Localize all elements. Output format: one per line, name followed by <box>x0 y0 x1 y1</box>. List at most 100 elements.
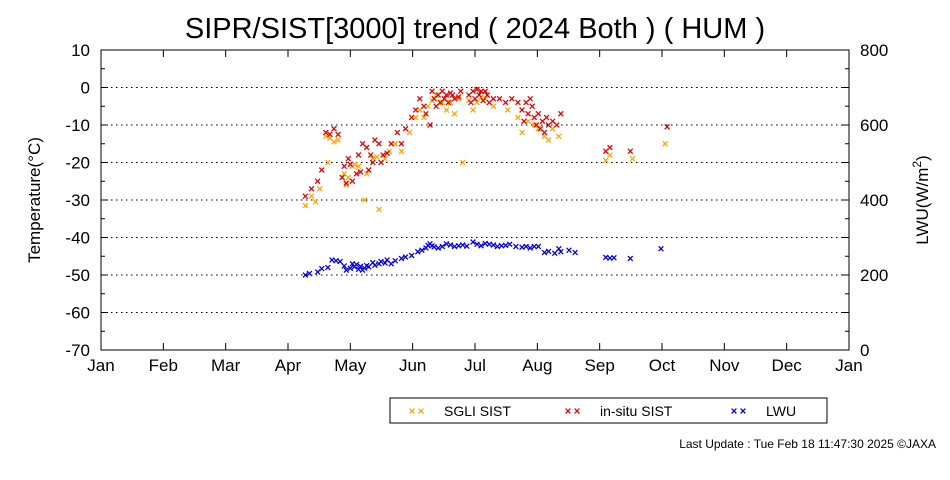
data-point <box>324 264 331 271</box>
legend-label: in-situ SIST <box>600 403 673 419</box>
data-point <box>443 107 450 113</box>
data-point <box>431 244 437 250</box>
data-point <box>363 144 370 151</box>
data-point <box>513 243 519 250</box>
data-point <box>388 260 395 267</box>
data-point <box>478 242 484 249</box>
data-point <box>355 266 362 273</box>
data-point <box>490 242 497 248</box>
data-point <box>349 178 356 185</box>
y2-tick-label: 200 <box>860 266 888 285</box>
legend-marker <box>418 408 424 414</box>
data-point <box>408 252 415 259</box>
data-point <box>459 242 466 248</box>
data-point <box>384 150 390 156</box>
data-point <box>349 260 356 267</box>
grid-lines <box>101 87 849 313</box>
data-point <box>380 152 386 158</box>
data-point <box>525 110 531 117</box>
x-tick-label: Jan <box>835 356 862 375</box>
data-point <box>335 131 341 138</box>
data-point <box>602 157 609 164</box>
data-point <box>427 122 433 128</box>
data-point <box>474 86 480 93</box>
data-point <box>545 248 552 255</box>
x-tick-label: Jun <box>399 356 426 375</box>
data-point <box>504 107 511 113</box>
data-point <box>627 148 634 155</box>
data-point <box>658 245 664 252</box>
data-point <box>519 107 525 113</box>
data-point <box>572 249 579 256</box>
data-point <box>474 241 480 248</box>
data-point <box>627 255 634 262</box>
data-point <box>629 155 636 162</box>
x-tick-label: Oct <box>649 356 676 375</box>
y2-tick-label: 600 <box>860 116 888 135</box>
data-point <box>408 114 415 121</box>
data-point <box>324 159 331 166</box>
data-point <box>535 110 542 117</box>
data-point <box>515 99 521 106</box>
data-point <box>490 95 497 102</box>
data-point <box>322 129 329 136</box>
y-tick-label: -70 <box>65 341 90 360</box>
legend-label: SGLI SIST <box>444 403 511 419</box>
data-point <box>378 258 384 265</box>
data-point <box>333 257 339 264</box>
data-point <box>482 88 489 95</box>
data-point <box>474 99 480 106</box>
data-point <box>363 170 370 177</box>
data-point <box>541 129 548 136</box>
data-point <box>339 174 346 181</box>
data-point <box>353 261 360 268</box>
y-tick-label: -20 <box>65 154 90 173</box>
data-point <box>327 131 333 138</box>
axes: 100-10-20-30-40-50-60-708006004002000Jan… <box>65 41 888 375</box>
x-tick-label: Aug <box>522 356 552 375</box>
data-point <box>502 242 509 249</box>
y-tick-label: -30 <box>65 191 90 210</box>
data-point <box>457 88 464 95</box>
data-point <box>541 249 548 256</box>
data-point <box>494 243 501 250</box>
x-tick-label: May <box>334 356 367 375</box>
data-point <box>602 254 609 261</box>
data-point <box>398 255 405 262</box>
x-tick-label: Apr <box>275 356 302 375</box>
data-point <box>529 103 536 110</box>
data-point <box>506 241 513 248</box>
data-point <box>611 254 617 261</box>
x-tick-label: Sep <box>585 356 615 375</box>
y-tick-label: -60 <box>65 304 90 323</box>
data-point <box>527 245 534 251</box>
data-point <box>445 99 452 106</box>
data-point <box>664 124 670 130</box>
data-point <box>376 206 382 213</box>
data-point <box>482 240 489 247</box>
data-point <box>343 182 350 188</box>
data-point <box>480 97 487 104</box>
series-in-situ-sist <box>302 86 670 200</box>
data-point <box>355 152 362 158</box>
data-point <box>476 92 482 98</box>
data-point <box>662 140 668 147</box>
data-point <box>470 107 476 113</box>
legend-marker <box>574 408 580 414</box>
series-lwu <box>302 239 664 278</box>
data-point <box>374 154 380 160</box>
data-point <box>470 239 476 245</box>
x-tick-label: Mar <box>211 356 241 375</box>
last-update-footer: Last Update : Tue Feb 18 11:47:30 2025 ©… <box>679 437 936 451</box>
data-point <box>470 88 476 95</box>
data-point <box>451 95 458 102</box>
x-tick-label: Feb <box>149 356 178 375</box>
data-point <box>439 99 446 106</box>
data-point <box>607 144 613 151</box>
data-point <box>361 197 368 203</box>
y2-tick-label: 0 <box>860 341 869 360</box>
legend-box <box>389 397 828 424</box>
data-point <box>302 193 309 200</box>
data-point <box>376 140 382 147</box>
data-point <box>308 193 315 200</box>
